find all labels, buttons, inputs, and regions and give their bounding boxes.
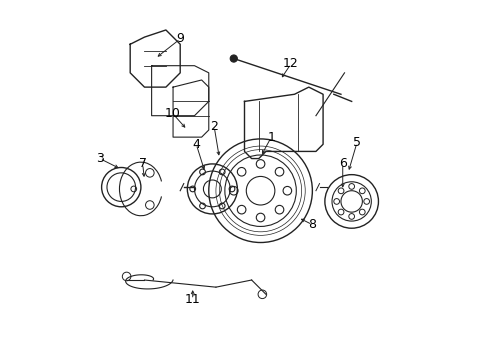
Text: 4: 4 <box>192 138 200 151</box>
Text: 8: 8 <box>308 218 316 231</box>
Text: 9: 9 <box>176 32 184 45</box>
Text: 5: 5 <box>352 136 360 149</box>
Text: 6: 6 <box>338 157 346 170</box>
Text: 3: 3 <box>96 152 103 165</box>
Text: 11: 11 <box>184 293 200 306</box>
Circle shape <box>230 55 237 62</box>
Text: 7: 7 <box>139 157 146 170</box>
Text: 12: 12 <box>283 57 298 71</box>
Text: 10: 10 <box>165 107 181 120</box>
Text: 1: 1 <box>267 131 275 144</box>
Text: 2: 2 <box>210 120 218 133</box>
